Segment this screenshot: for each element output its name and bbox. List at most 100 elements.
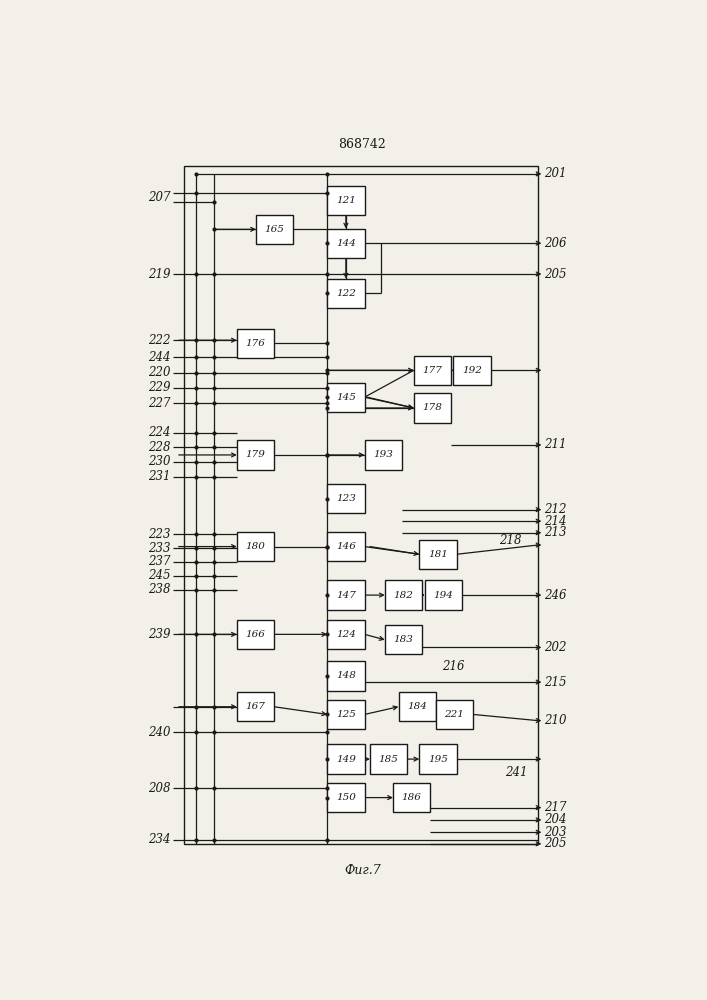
Text: 201: 201 [544,167,567,180]
Text: 192: 192 [462,366,482,375]
Text: 218: 218 [499,534,522,547]
Bar [327,383,365,412]
Text: 167: 167 [245,702,265,711]
Text: 124: 124 [336,630,356,639]
Text: 219: 219 [148,267,170,280]
Bar [419,540,457,569]
Text: 214: 214 [544,515,567,528]
Text: 145: 145 [336,393,356,402]
Bar [414,393,451,423]
Bar [399,692,436,721]
Bar [237,329,274,358]
Text: 194: 194 [433,591,453,600]
Bar [393,783,431,812]
Text: 193: 193 [373,450,393,459]
Bar [385,625,422,654]
Text: 240: 240 [148,726,170,739]
Text: 245: 245 [148,569,170,582]
Text: 147: 147 [336,591,356,600]
Text: 177: 177 [423,366,443,375]
Text: 180: 180 [245,542,265,551]
Text: 222: 222 [148,334,170,347]
Bar [327,744,365,774]
Text: 186: 186 [402,793,421,802]
Bar [425,580,462,610]
Text: 149: 149 [336,755,356,764]
Text: 221: 221 [445,710,464,719]
Text: 165: 165 [264,225,285,234]
Text: 217: 217 [544,801,567,814]
Bar [370,744,407,774]
Text: 183: 183 [394,635,414,644]
Text: Фиг.7: Фиг.7 [344,864,380,877]
Text: 231: 231 [148,470,170,483]
Bar [256,215,293,244]
Text: 146: 146 [336,542,356,551]
Text: 237: 237 [148,555,170,568]
Text: 181: 181 [428,550,448,559]
Text: 202: 202 [544,641,567,654]
Text: 179: 179 [245,450,265,459]
Text: 205: 205 [544,837,567,850]
Text: 213: 213 [544,526,567,539]
Bar [237,620,274,649]
Text: 203: 203 [544,826,567,839]
Text: 233: 233 [148,542,170,555]
Bar [327,620,365,649]
Text: 205: 205 [544,267,567,280]
Text: 195: 195 [428,755,448,764]
Text: 150: 150 [336,793,356,802]
Text: 228: 228 [148,441,170,454]
Bar [237,532,274,561]
Bar [327,580,365,610]
Text: 216: 216 [442,660,464,673]
Text: 215: 215 [544,676,567,689]
Text: 204: 204 [544,813,567,826]
Text: 239: 239 [148,628,170,641]
Text: 241: 241 [505,766,527,779]
Text: 166: 166 [245,630,265,639]
Text: 125: 125 [336,710,356,719]
Text: 868742: 868742 [339,138,386,151]
Bar [185,166,538,844]
Text: 246: 246 [544,589,567,602]
Text: 238: 238 [148,583,170,596]
Text: 182: 182 [394,591,414,600]
Text: 208: 208 [148,782,170,795]
Text: 244: 244 [148,351,170,364]
Bar [385,580,422,610]
Text: 121: 121 [336,196,356,205]
Bar [327,661,365,691]
Text: 230: 230 [148,455,170,468]
Text: 234: 234 [148,833,170,846]
Text: 207: 207 [148,191,170,204]
Bar [453,356,491,385]
Bar [327,186,365,215]
Bar [365,440,402,470]
Text: 227: 227 [148,397,170,410]
Bar [327,279,365,308]
Text: 223: 223 [148,528,170,541]
Text: 185: 185 [379,755,399,764]
Text: 229: 229 [148,381,170,394]
Text: 144: 144 [336,239,356,248]
Bar [237,440,274,470]
Text: 220: 220 [148,366,170,379]
Bar [237,692,274,721]
Text: 122: 122 [336,289,356,298]
Bar [327,484,365,513]
Bar [327,229,365,258]
Text: 212: 212 [544,503,567,516]
Bar [414,356,451,385]
Bar [327,783,365,812]
Text: 206: 206 [544,237,567,250]
Bar [419,744,457,774]
Text: 184: 184 [407,702,427,711]
Text: 224: 224 [148,426,170,439]
Text: 178: 178 [423,403,443,412]
Bar [327,700,365,729]
Bar [327,532,365,561]
Text: 211: 211 [544,438,567,451]
Bar [436,700,473,729]
Text: 176: 176 [245,339,265,348]
